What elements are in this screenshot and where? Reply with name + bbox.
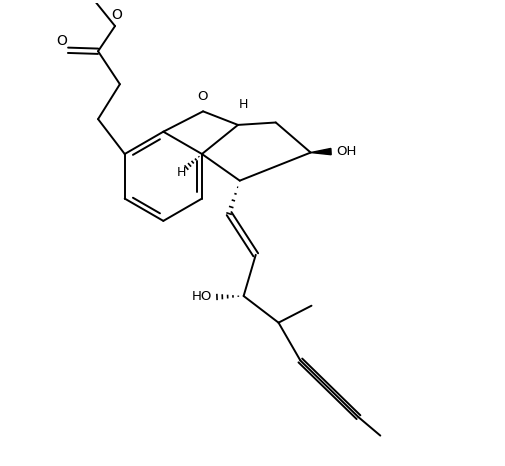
Polygon shape [310, 149, 331, 155]
Text: H: H [239, 98, 248, 111]
Text: O: O [111, 8, 122, 22]
Text: O: O [56, 34, 67, 48]
Text: OH: OH [335, 145, 356, 158]
Text: O: O [196, 90, 207, 103]
Text: HO: HO [191, 290, 212, 303]
Text: H: H [177, 166, 186, 179]
